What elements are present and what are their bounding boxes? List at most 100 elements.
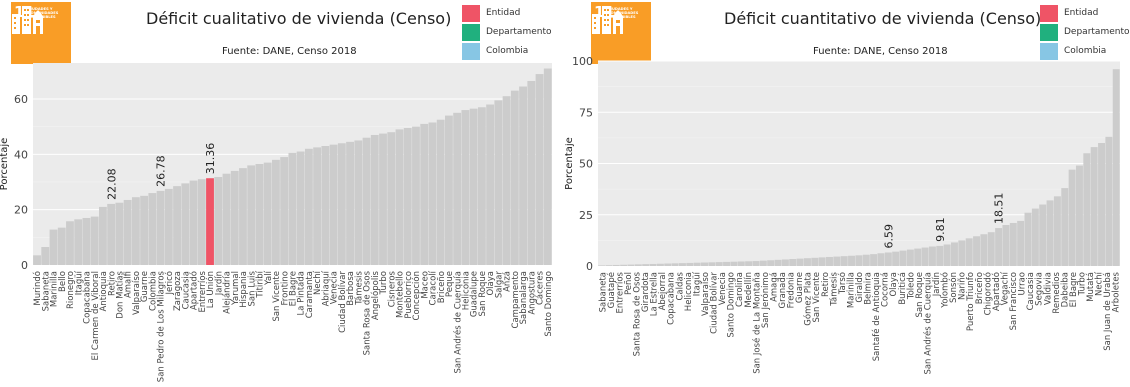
bar xyxy=(1061,188,1068,266)
chart-panel-quantitative: 11 CIUDADES Y COMUNIDADES SOSTENIBLES Dé… xyxy=(565,0,1130,387)
bar xyxy=(694,263,701,266)
bar-highlight-la-union xyxy=(206,178,214,265)
bar xyxy=(664,264,671,266)
bar xyxy=(789,259,796,266)
bar xyxy=(115,203,123,265)
bar xyxy=(833,257,840,266)
bar xyxy=(936,246,943,266)
bar xyxy=(50,230,58,265)
bar xyxy=(470,109,478,265)
bar xyxy=(657,264,664,266)
bar xyxy=(797,259,804,266)
bar xyxy=(951,242,958,266)
bar xyxy=(330,145,338,265)
bar xyxy=(198,179,206,265)
bar xyxy=(679,263,686,266)
bar xyxy=(1069,170,1076,266)
bar xyxy=(826,257,833,266)
y-tick-label: 25 xyxy=(579,209,593,222)
data-label: 6.59 xyxy=(882,224,895,249)
bar xyxy=(140,196,148,265)
bar xyxy=(437,120,445,265)
bar xyxy=(598,265,605,266)
bar xyxy=(628,265,635,266)
bar xyxy=(83,218,91,265)
bar xyxy=(752,261,759,266)
bar xyxy=(980,234,987,266)
bar xyxy=(900,251,907,266)
bar xyxy=(811,258,818,266)
bar xyxy=(256,164,264,265)
bar xyxy=(819,257,826,266)
y-tick-label: 100 xyxy=(572,55,593,68)
y-axis-title: Porcentaje xyxy=(565,137,575,190)
y-tick-label: 75 xyxy=(579,106,593,119)
bar xyxy=(379,134,387,265)
bar xyxy=(855,255,862,266)
bar xyxy=(288,153,296,265)
bar xyxy=(1098,143,1105,266)
data-label: 18.51 xyxy=(993,193,1006,225)
bar xyxy=(672,263,679,266)
bar xyxy=(527,81,535,265)
data-label: 26.78 xyxy=(155,155,168,187)
bar xyxy=(613,265,620,266)
bar xyxy=(995,228,1002,266)
bar xyxy=(33,255,41,265)
chart-panel-qualitative: 11 CIUDADES Y COMUNIDADES SOSTENIBLES Dé… xyxy=(0,0,565,387)
bar xyxy=(519,87,527,265)
bar xyxy=(181,183,189,265)
bar xyxy=(511,91,519,265)
bar xyxy=(775,260,782,266)
bar xyxy=(767,260,774,266)
y-tick-label: 0 xyxy=(21,259,28,272)
bar xyxy=(536,74,544,265)
bar xyxy=(863,255,870,266)
bar xyxy=(944,244,951,266)
bar xyxy=(264,163,272,265)
bar xyxy=(91,217,99,265)
bar xyxy=(907,250,914,266)
bar xyxy=(1039,205,1046,267)
bar xyxy=(635,264,642,266)
bar xyxy=(1091,147,1098,266)
bar xyxy=(461,110,469,265)
bar xyxy=(877,253,884,266)
bar xyxy=(1113,69,1120,266)
bar-chart-qualitative: 0 20 40 60 22.08 26.78 31.36 MurindóSabanetaMar… xyxy=(0,0,565,387)
bar xyxy=(929,247,936,266)
data-label: 22.08 xyxy=(105,168,118,200)
bar xyxy=(922,248,929,266)
bar xyxy=(173,186,181,265)
bar xyxy=(1105,137,1112,266)
y-tick-label: 60 xyxy=(14,93,28,106)
bar xyxy=(272,160,280,265)
bar xyxy=(708,262,715,266)
bar xyxy=(305,149,313,265)
bar xyxy=(716,262,723,266)
bar xyxy=(544,69,552,265)
bar xyxy=(453,113,461,265)
bar xyxy=(214,177,222,265)
bar xyxy=(892,252,899,266)
bar xyxy=(239,168,247,265)
bar xyxy=(738,261,745,266)
bar xyxy=(338,143,346,265)
bar xyxy=(371,135,379,265)
bar xyxy=(973,236,980,266)
bar xyxy=(478,107,486,265)
bar xyxy=(1032,209,1039,266)
y-tick-label: 40 xyxy=(14,148,28,161)
bar xyxy=(1047,200,1054,266)
bar xyxy=(841,256,848,266)
bar xyxy=(280,157,288,265)
bar xyxy=(124,200,132,265)
bar-chart-quantitative: 02550751006.59 9.8118.51SabanetaGuatapéEn… xyxy=(565,0,1130,387)
bar xyxy=(99,207,107,265)
bar xyxy=(190,181,198,265)
bar xyxy=(313,147,321,265)
bar xyxy=(1025,213,1032,266)
bar xyxy=(605,265,612,266)
bar xyxy=(958,240,965,266)
y-axis-title: Porcentaje xyxy=(0,138,10,191)
